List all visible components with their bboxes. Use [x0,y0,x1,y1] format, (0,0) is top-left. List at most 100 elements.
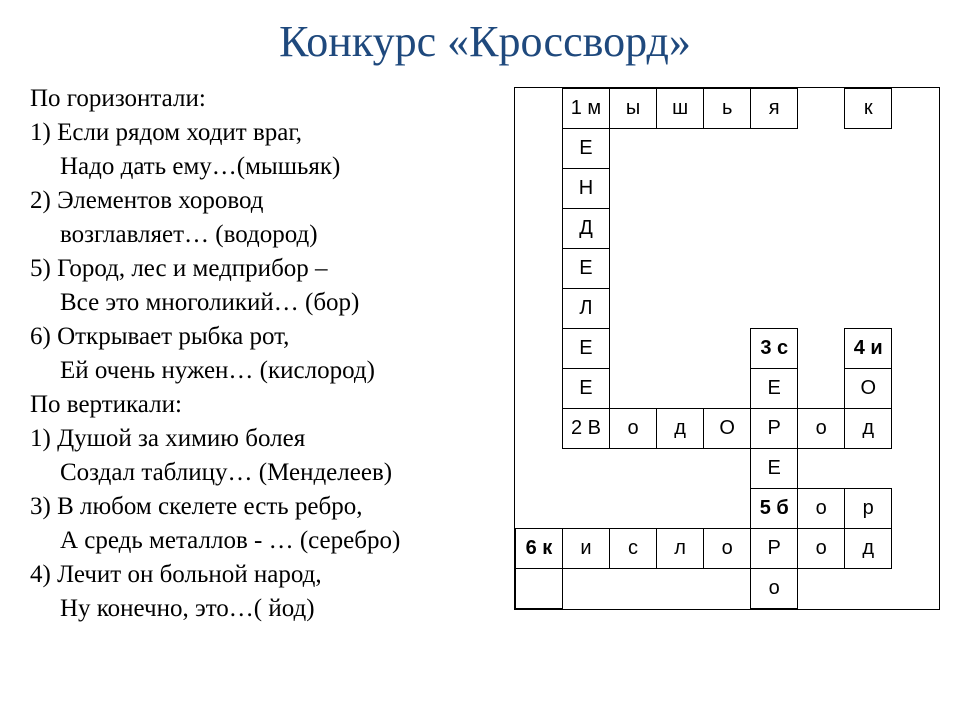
grid-empty [751,289,798,329]
grid-cell: я [751,89,798,129]
grid-cell: 4 и [845,329,892,369]
grid-empty [798,129,845,169]
grid-empty [704,129,751,169]
grid-empty [516,489,563,529]
grid-empty [610,169,657,209]
grid-empty [704,289,751,329]
grid-empty [562,489,609,529]
clue-line: Все это многоликий… (бор) [30,287,508,319]
grid-empty [657,209,704,249]
across-label: По горизонтали: [30,83,508,115]
grid-empty [845,449,892,489]
grid-empty [892,169,939,209]
grid-empty [610,369,657,409]
clue-line: 6) Открывает рыбка рот, [30,321,508,353]
clue-line: 3) В любом скелете есть ребро, [30,491,508,523]
grid-empty [516,209,563,249]
clue-line: Ну конечно, это…( йод) [30,593,508,625]
content-columns: По горизонтали: 1) Если рядом ходит враг… [30,83,940,627]
grid-empty [892,489,939,529]
clue-line: 1) Душой за химию болея [30,423,508,455]
down-label: По вертикали: [30,389,508,421]
crossword-grid: 1 мышьякЕНДЕЛЕ3 с4 иЕЕО2 ВодОРодЕ5 бор6 … [515,88,939,609]
grid-empty [610,289,657,329]
grid-empty [892,409,939,449]
grid-cell: о [798,489,845,529]
grid-cell: Л [562,289,609,329]
grid-empty [798,249,845,289]
grid-cell: д [845,409,892,449]
grid-cell: о [610,409,657,449]
grid-empty [892,89,939,129]
clue-line: Ей очень нужен… (кислород) [30,355,508,387]
grid-cell: 2 В [562,409,609,449]
grid-empty [610,249,657,289]
grid-empty [845,289,892,329]
grid-empty [798,329,845,369]
grid-empty [845,209,892,249]
grid-empty [892,529,939,569]
grid-empty [610,329,657,369]
grid-empty [657,129,704,169]
grid-empty [516,449,563,489]
grid-empty [704,329,751,369]
grid-empty [892,289,939,329]
grid-cell: о [751,569,798,609]
grid-empty [892,129,939,169]
grid-cell: 1 м [562,89,609,129]
grid-empty [798,89,845,129]
grid-cell: ш [657,89,704,129]
grid-empty [704,169,751,209]
grid-empty [610,569,657,609]
grid-empty [798,289,845,329]
grid-cell: Е [562,249,609,289]
grid-empty [798,209,845,249]
grid-cell: 5 б [751,489,798,529]
grid-empty [704,489,751,529]
across-clue-list: 1) Если рядом ходит враг,Надо дать ему…(… [30,117,508,387]
grid-empty [562,569,609,609]
clue-line: 1) Если рядом ходит враг, [30,117,508,149]
grid-empty [657,249,704,289]
grid-cell: ы [610,89,657,129]
clues-panel: По горизонтали: 1) Если рядом ходит враг… [30,83,514,627]
clue-line: А средь металлов - … (серебро) [30,525,508,557]
grid-cell [516,569,563,609]
grid-cell: Е [751,369,798,409]
crossword-grid-frame: 1 мышьякЕНДЕЛЕ3 с4 иЕЕО2 ВодОРодЕ5 бор6 … [514,87,940,610]
grid-empty [516,289,563,329]
grid-empty [610,489,657,529]
grid-empty [892,329,939,369]
grid-empty [657,289,704,329]
grid-empty [704,249,751,289]
grid-cell: 3 с [751,329,798,369]
grid-empty [610,449,657,489]
grid-cell: Е [562,129,609,169]
grid-empty [516,89,563,129]
page-title: Конкурс «Кроссворд» [30,16,940,67]
grid-empty [798,169,845,209]
clue-line: Создал таблицу… (Менделеев) [30,457,508,489]
grid-empty [704,569,751,609]
grid-empty [657,449,704,489]
grid-cell: ь [704,89,751,129]
grid-cell: О [845,369,892,409]
grid-cell: д [845,529,892,569]
grid-cell: 6 к [516,529,563,569]
grid-cell: о [798,409,845,449]
grid-empty [610,209,657,249]
grid-empty [516,329,563,369]
grid-cell: р [845,489,892,529]
grid-cell: Е [562,369,609,409]
grid-cell: Н [562,169,609,209]
clue-line: 4) Лечит он больной народ, [30,559,508,591]
grid-cell: с [610,529,657,569]
slide: Конкурс «Кроссворд» По горизонтали: 1) Е… [0,0,960,720]
grid-empty [751,209,798,249]
grid-empty [751,169,798,209]
grid-cell: о [798,529,845,569]
grid-cell: и [562,529,609,569]
grid-empty [845,129,892,169]
grid-empty [845,569,892,609]
grid-empty [516,129,563,169]
